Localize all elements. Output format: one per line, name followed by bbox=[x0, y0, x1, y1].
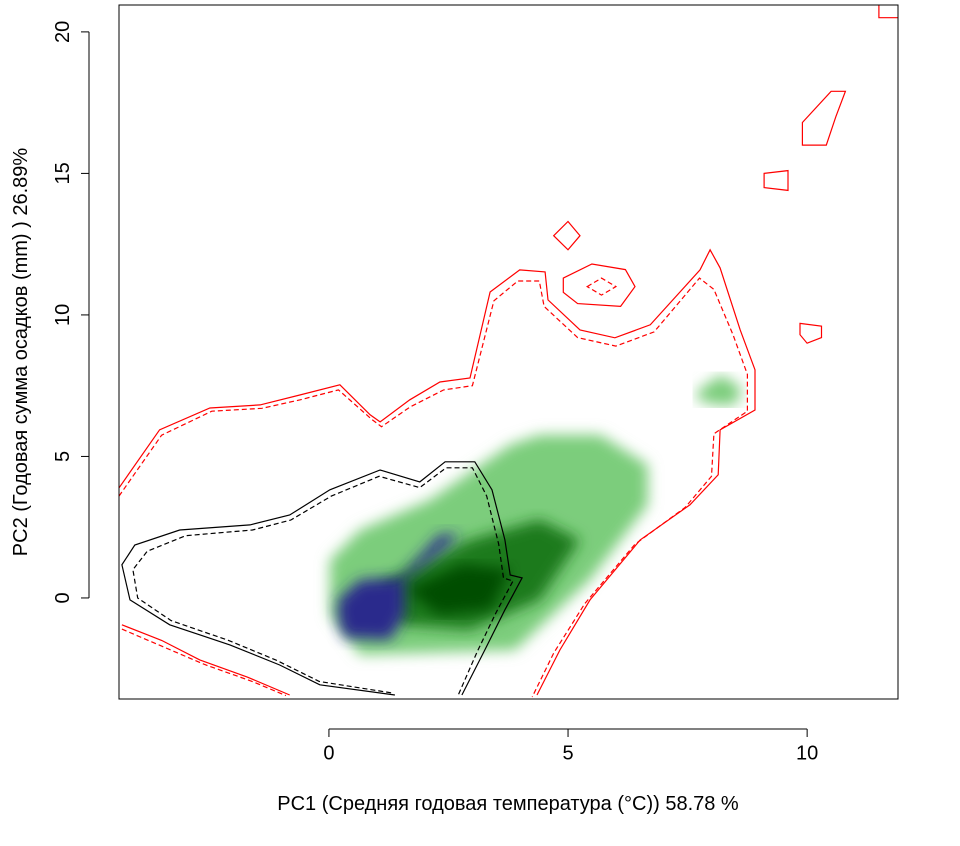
contour-line bbox=[132, 467, 514, 696]
x-tick-label: 10 bbox=[796, 742, 818, 764]
contour-line bbox=[763, 169, 789, 192]
contour-line bbox=[801, 90, 847, 146]
plot-area bbox=[119, 5, 898, 698]
plot-frame bbox=[118, 4, 899, 700]
y-tick-label: 5 bbox=[52, 451, 74, 462]
y-tick-label: 20 bbox=[52, 21, 74, 43]
y-tick-label: 0 bbox=[52, 592, 74, 603]
contour-line bbox=[121, 628, 287, 697]
contour-line bbox=[586, 277, 618, 296]
contour-line bbox=[562, 263, 636, 308]
contour-line bbox=[119, 248, 756, 696]
density-region bbox=[338, 534, 460, 640]
x-tick-label: 0 bbox=[323, 742, 334, 764]
contour-line bbox=[799, 322, 823, 344]
contour-line bbox=[552, 220, 581, 251]
density-region bbox=[697, 374, 743, 405]
x-tick-label: 5 bbox=[562, 742, 573, 764]
density-region bbox=[405, 564, 511, 615]
contour-line bbox=[121, 624, 290, 696]
y-tick-label: 15 bbox=[52, 162, 74, 184]
y-tick-label: 10 bbox=[52, 304, 74, 326]
x-axis-label: PC1 (Средняя годовая температура (°C)) 5… bbox=[277, 793, 739, 815]
contour-line bbox=[878, 5, 898, 19]
contour-line bbox=[119, 277, 749, 698]
y-axis-label: PC2 (Годовая сумма осадков (mm) ) 26.89% bbox=[10, 148, 32, 557]
contour-line bbox=[121, 461, 523, 696]
